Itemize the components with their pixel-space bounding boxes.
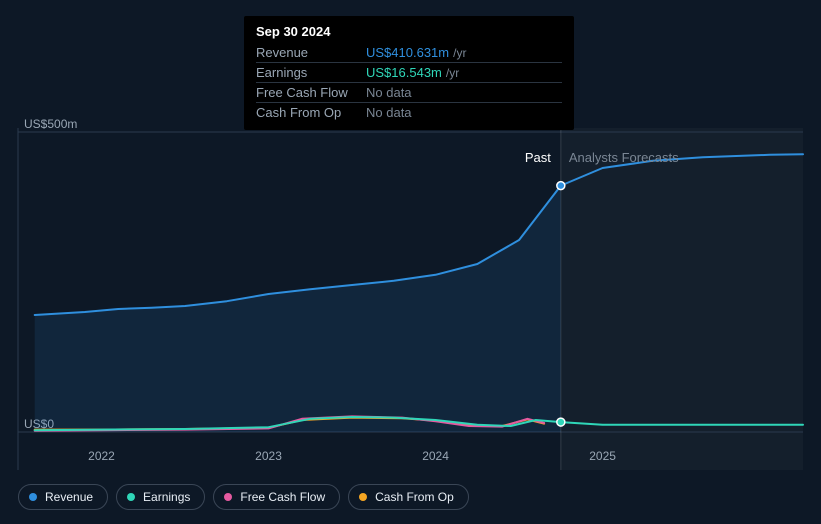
tooltip-row-label: Cash From Op	[256, 103, 366, 123]
legend-dot	[359, 493, 367, 501]
svg-text:2022: 2022	[88, 449, 115, 463]
legend-item-earnings[interactable]: Earnings	[116, 484, 205, 510]
tooltip-table: Revenue US$410.631m/yr Earnings US$16.54…	[256, 43, 562, 122]
legend-item-free-cash-flow[interactable]: Free Cash Flow	[213, 484, 340, 510]
tooltip-row: Revenue US$410.631m/yr	[256, 43, 562, 63]
svg-text:2023: 2023	[255, 449, 282, 463]
svg-text:2025: 2025	[589, 449, 616, 463]
tooltip-row-value: No data	[366, 105, 412, 120]
tooltip-row-unit: /yr	[449, 46, 466, 60]
tooltip-row-unit: /yr	[442, 66, 459, 80]
tooltip-row-label: Free Cash Flow	[256, 83, 366, 103]
legend-label: Free Cash Flow	[240, 490, 325, 504]
legend-label: Earnings	[143, 490, 190, 504]
tooltip-row-label: Earnings	[256, 63, 366, 83]
legend-label: Cash From Op	[375, 490, 454, 504]
legend-dot	[127, 493, 135, 501]
legend-dot	[224, 493, 232, 501]
tooltip-row-value: US$410.631m	[366, 45, 449, 60]
svg-text:2024: 2024	[422, 449, 449, 463]
legend: Revenue Earnings Free Cash Flow Cash Fro…	[18, 484, 469, 510]
legend-dot	[29, 493, 37, 501]
tooltip-row-value: US$16.543m	[366, 65, 442, 80]
tooltip: Sep 30 2024 Revenue US$410.631m/yr Earni…	[244, 16, 574, 130]
tooltip-row-unit	[412, 86, 416, 100]
region-labels: Past Analysts Forecasts	[525, 150, 679, 165]
chart-container: US$500mUS$02022202320242025 Past Analyst…	[0, 0, 821, 524]
legend-item-revenue[interactable]: Revenue	[18, 484, 108, 510]
tooltip-row: Earnings US$16.543m/yr	[256, 63, 562, 83]
region-label-forecast: Analysts Forecasts	[569, 150, 679, 165]
tooltip-row: Cash From Op No data	[256, 103, 562, 123]
tooltip-row-unit	[412, 106, 416, 120]
region-label-past: Past	[525, 150, 551, 165]
tooltip-date: Sep 30 2024	[256, 24, 562, 39]
svg-text:US$500m: US$500m	[24, 117, 77, 131]
legend-item-cash-from-op[interactable]: Cash From Op	[348, 484, 469, 510]
tooltip-row-label: Revenue	[256, 43, 366, 63]
legend-label: Revenue	[45, 490, 93, 504]
tooltip-row-value: No data	[366, 85, 412, 100]
tooltip-row: Free Cash Flow No data	[256, 83, 562, 103]
